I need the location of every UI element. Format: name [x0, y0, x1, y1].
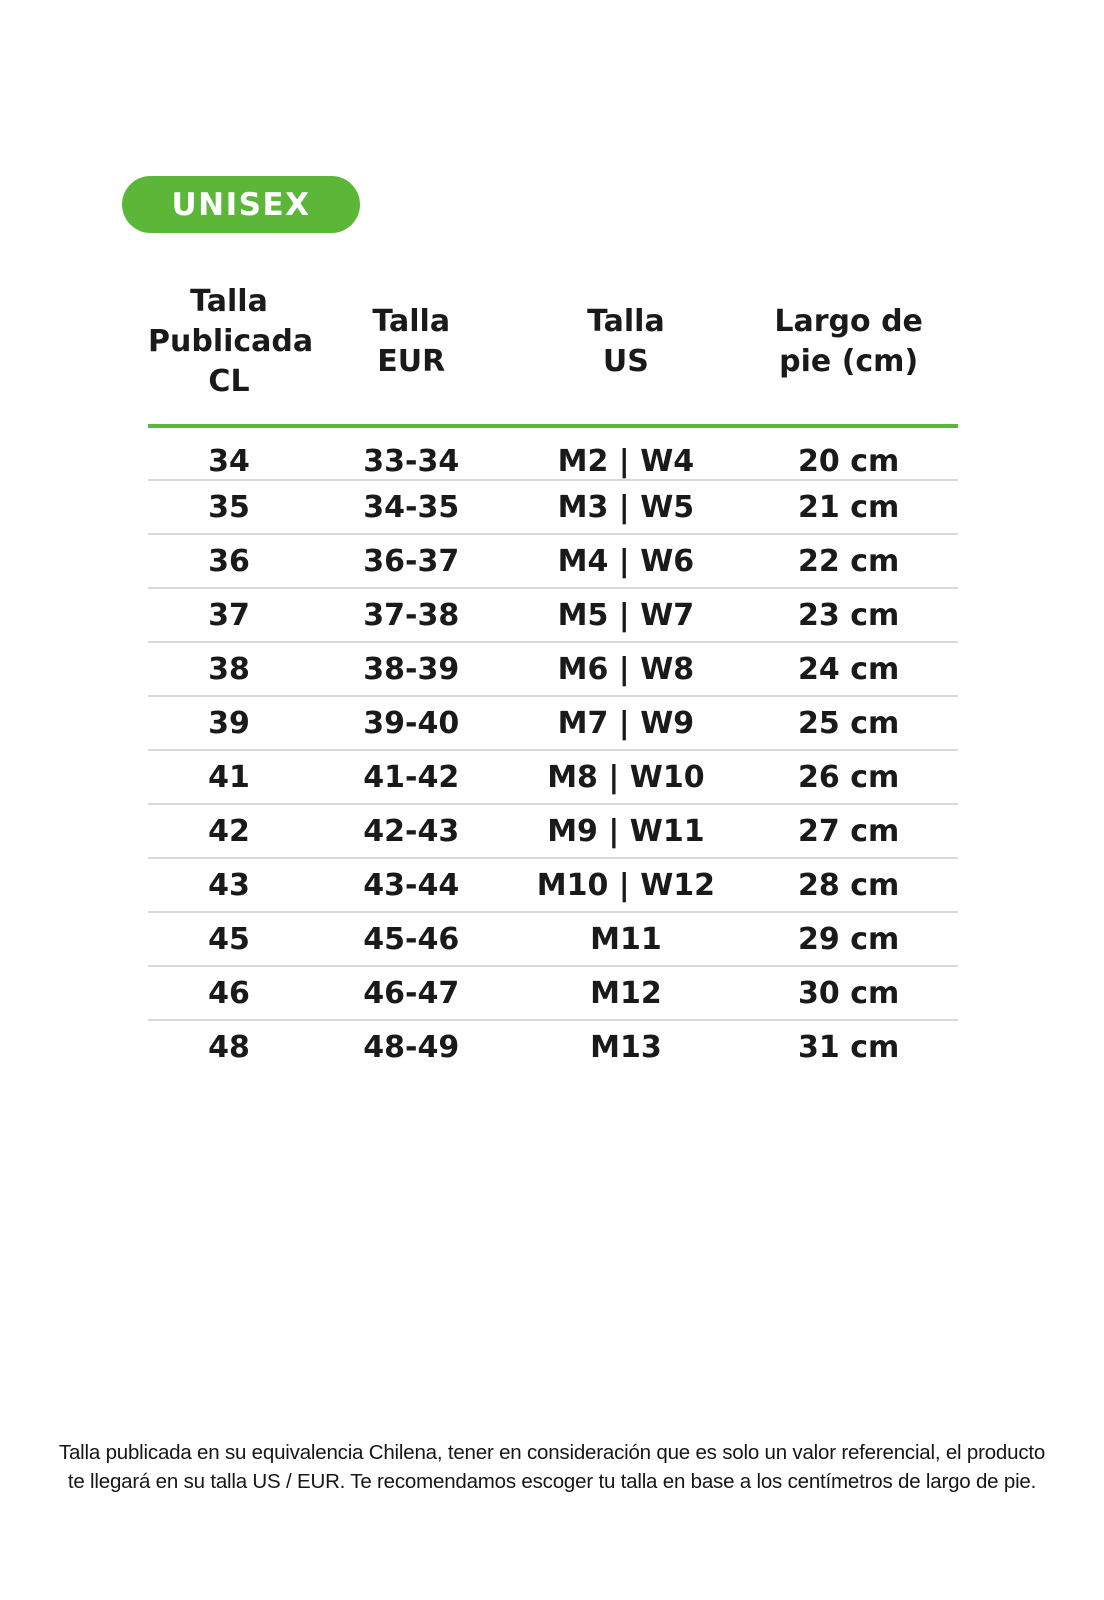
table-row: 48 48-49 M13 31 cm: [148, 1019, 958, 1074]
cell-talla-us: M12: [512, 965, 740, 1020]
cell-largo-de-pie: 21 cm: [739, 479, 958, 534]
table-row: 34 33-34 M2 | W4 20 cm: [148, 426, 958, 480]
footer-note: Talla publicada en su equivalencia Chile…: [0, 1438, 1104, 1496]
cell-talla-us: M3 | W5: [512, 479, 740, 534]
cell-talla-eur: 41-42: [310, 749, 513, 804]
table-row: 45 45-46 M11 29 cm: [148, 911, 958, 966]
cell-talla-eur: 39-40: [310, 695, 513, 750]
cell-largo-de-pie: 27 cm: [739, 803, 958, 858]
cell-talla-eur: 48-49: [310, 1019, 513, 1074]
table-row: 38 38-39 M6 | W8 24 cm: [148, 641, 958, 696]
cell-largo-de-pie: 22 cm: [739, 533, 958, 588]
cell-talla-publicada-cl: 39: [148, 695, 310, 750]
cell-talla-eur: 46-47: [310, 965, 513, 1020]
cell-largo-de-pie: 26 cm: [739, 749, 958, 804]
cell-talla-us: M9 | W11: [512, 803, 740, 858]
cell-talla-publicada-cl: 36: [148, 533, 310, 588]
cell-talla-eur: 33-34: [363, 444, 460, 479]
cell-talla-eur: 36-37: [310, 533, 513, 588]
header-talla-us: Talla US: [512, 282, 740, 428]
table-row: 39 39-40 M7 | W9 25 cm: [148, 695, 958, 750]
cell-talla-us: M7 | W9: [512, 695, 740, 750]
cell-largo-de-pie: 25 cm: [739, 695, 958, 750]
cell-largo-de-pie: 23 cm: [739, 587, 958, 642]
cell-talla-us: M5 | W7: [512, 587, 740, 642]
cell-talla-us: M4 | W6: [512, 533, 740, 588]
cell-talla-us: M13: [512, 1019, 740, 1074]
cell-talla-eur: 34-35: [310, 479, 513, 534]
cell-largo-de-pie: 28 cm: [739, 857, 958, 912]
cell-talla-eur: 37-38: [310, 587, 513, 642]
table-row: 41 41-42 M8 | W10 26 cm: [148, 749, 958, 804]
cell-talla-publicada-cl: 45: [148, 911, 310, 966]
size-table-header: Talla Publicada CL Talla EUR Talla US La…: [148, 282, 958, 428]
cell-talla-us: M8 | W10: [512, 749, 740, 804]
table-row: 42 42-43 M9 | W11 27 cm: [148, 803, 958, 858]
table-row: 43 43-44 M10 | W12 28 cm: [148, 857, 958, 912]
cell-talla-publicada-cl: 43: [148, 857, 310, 912]
cell-talla-eur: 38-39: [310, 641, 513, 696]
table-row: 35 34-35 M3 | W5 21 cm: [148, 479, 958, 534]
size-table-body: 34 33-34 M2 | W4 20 cm 35 34-35 M3 | W5 …: [148, 426, 958, 1074]
cell-talla-publicada-cl: 46: [148, 965, 310, 1020]
footer-note-line1: Talla publicada en su equivalencia Chile…: [58, 1441, 1046, 1464]
cell-talla-publicada-cl: 35: [148, 479, 310, 534]
table-row: 36 36-37 M4 | W6 22 cm: [148, 533, 958, 588]
cell-talla-us: M6 | W8: [512, 641, 740, 696]
cell-talla-eur: 42-43: [310, 803, 513, 858]
cell-talla-publicada-cl: 48: [148, 1019, 310, 1074]
header-largo-de-pie: Largo de pie (cm): [739, 282, 958, 428]
cell-talla-publicada-cl: 34: [208, 444, 250, 479]
table-row: 37 37-38 M5 | W7 23 cm: [148, 587, 958, 642]
footer-note-line2: te llegará en su talla US / EUR. Te reco…: [67, 1470, 1037, 1493]
table-row: 46 46-47 M12 30 cm: [148, 965, 958, 1020]
cell-talla-us: M2 | W4: [557, 444, 695, 479]
unisex-badge: UNISEX: [122, 176, 360, 233]
cell-talla-publicada-cl: 41: [148, 749, 310, 804]
header-row: Talla Publicada CL Talla EUR Talla US La…: [148, 282, 958, 428]
cell-largo-de-pie: 29 cm: [739, 911, 958, 966]
cell-largo-de-pie: 31 cm: [739, 1019, 958, 1074]
cell-talla-publicada-cl: 37: [148, 587, 310, 642]
cell-talla-eur: 45-46: [310, 911, 513, 966]
cell-talla-publicada-cl: 38: [148, 641, 310, 696]
header-talla-publicada-cl: Talla Publicada CL: [148, 282, 313, 428]
cell-talla-us: M11: [512, 911, 740, 966]
cell-talla-publicada-cl: 42: [148, 803, 310, 858]
cell-talla-eur: 43-44: [310, 857, 513, 912]
header-talla-eur: Talla EUR: [310, 282, 513, 428]
cell-largo-de-pie: 20 cm: [798, 444, 900, 479]
cell-largo-de-pie: 24 cm: [739, 641, 958, 696]
size-table: Talla Publicada CL Talla EUR Talla US La…: [148, 282, 958, 1074]
cell-talla-us: M10 | W12: [512, 857, 740, 912]
cell-largo-de-pie: 30 cm: [739, 965, 958, 1020]
